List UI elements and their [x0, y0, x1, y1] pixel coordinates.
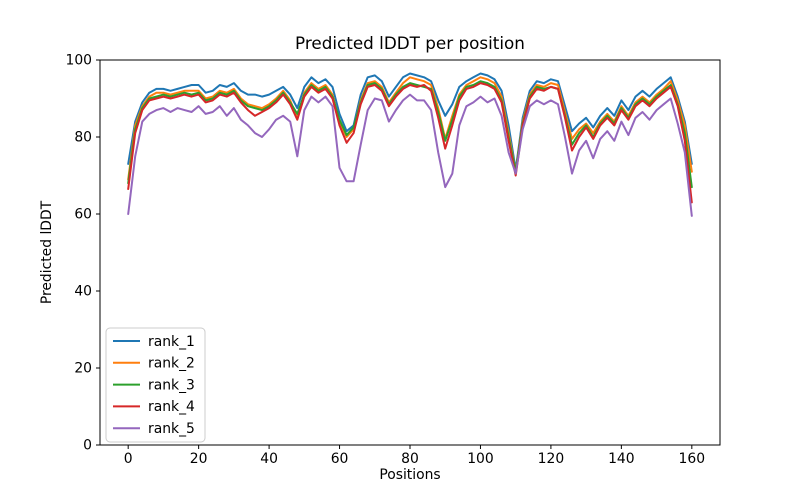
x-tick-label: 140: [608, 451, 635, 467]
chart-title: Predicted lDDT per position: [295, 33, 525, 53]
x-axis-label: Positions: [379, 467, 440, 483]
x-tick-label: 60: [331, 451, 349, 467]
legend-box: [105, 327, 206, 443]
series-line-rank_5: [127, 93, 693, 217]
y-tick-label: 80: [74, 130, 92, 146]
series-line-rank_4: [127, 82, 693, 204]
x-tick-label: 100: [467, 451, 494, 467]
series-line-rank_1: [127, 72, 693, 171]
legend-label-rank_1: rank_1: [148, 334, 195, 350]
y-tick-label: 40: [74, 284, 92, 300]
legend: rank_1 rank_2 rank_3 rank_4 rank_5: [105, 327, 206, 443]
legend-label-rank_5: rank_5: [148, 421, 195, 437]
y-axis-label: Predicted lDDT: [39, 200, 55, 304]
y-tick-label: 60: [74, 207, 92, 223]
x-tick-label: 120: [538, 451, 565, 467]
x-tick-label: 80: [401, 451, 419, 467]
series-lines: [127, 72, 693, 217]
legend-label-rank_2: rank_2: [148, 356, 195, 372]
series-line-rank_2: [127, 76, 693, 181]
x-tick-label: 160: [679, 451, 706, 467]
x-tick-label: 0: [124, 451, 133, 467]
y-tick-label: 0: [83, 438, 92, 454]
y-tick-label: 20: [74, 361, 92, 377]
x-tick-label: 20: [190, 451, 208, 467]
legend-label-rank_3: rank_3: [148, 377, 195, 393]
axes-layer: 0 20 40 60 80 100 120 140 160 0 20 40 60 80 100: [65, 53, 721, 467]
legend-label-rank_4: rank_4: [148, 399, 195, 415]
x-tick-label: 40: [260, 451, 278, 467]
y-tick-label: 100: [65, 53, 92, 69]
